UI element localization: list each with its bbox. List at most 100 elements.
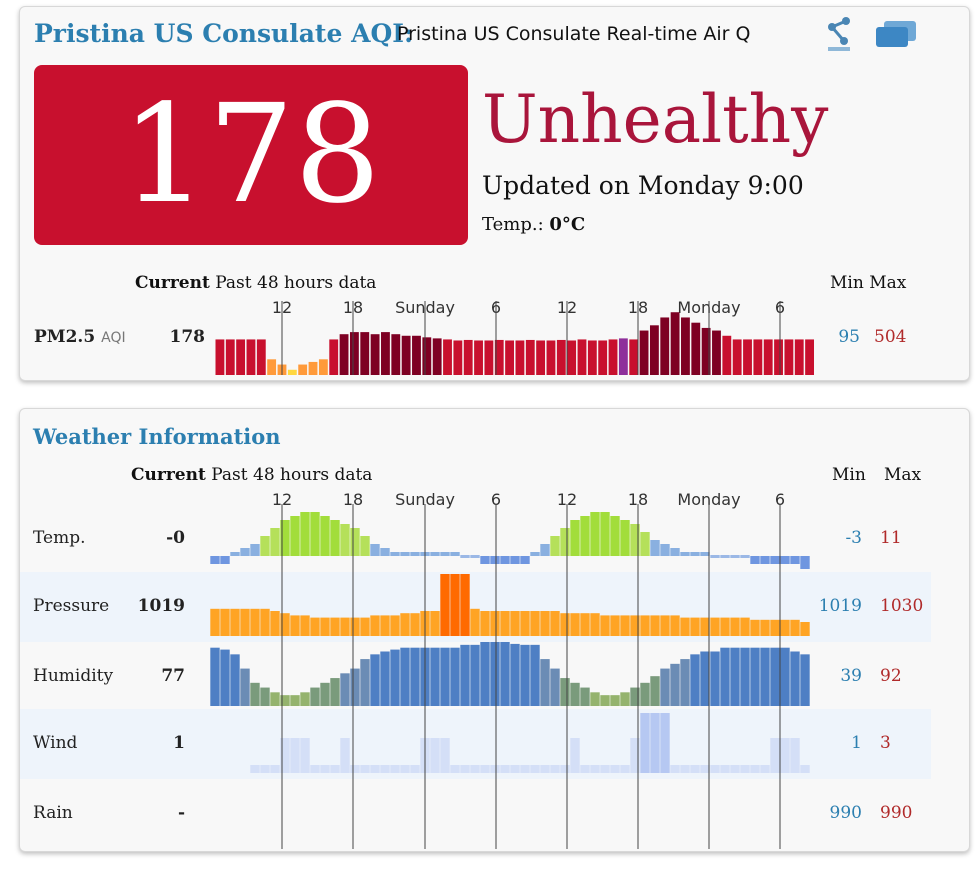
weather-axis-tick-label: 12 xyxy=(271,490,293,509)
pm25-bar xyxy=(546,340,556,375)
aqi-value: 178 xyxy=(121,76,381,234)
weather-bar xyxy=(250,608,260,636)
weather-bar xyxy=(620,765,630,773)
weather-bar xyxy=(650,540,660,556)
weather-bar xyxy=(210,556,220,564)
weather-bar xyxy=(270,692,280,706)
weather-bar xyxy=(640,682,650,706)
pm25-bar xyxy=(691,322,701,375)
weather-bar xyxy=(500,642,510,706)
weather-bar xyxy=(720,555,730,558)
updated-text: Updated on Monday 9:00 xyxy=(482,171,804,200)
weather-bar xyxy=(510,765,520,773)
weather-bar xyxy=(540,544,550,556)
weather-row-current: -0 xyxy=(166,528,185,548)
weather-row-current: 1 xyxy=(173,733,185,753)
weather-bar xyxy=(600,765,610,773)
weather-bar xyxy=(460,765,470,773)
weather-bar xyxy=(610,516,620,556)
weather-bar xyxy=(310,765,320,773)
weather-bar xyxy=(510,611,520,636)
aqi-card: Pristina US Consulate AQI: Pristina US C… xyxy=(19,6,970,381)
pm25-bar xyxy=(753,339,763,375)
weather-bar xyxy=(610,765,620,773)
weather-bar xyxy=(550,536,560,556)
weather-bar xyxy=(310,617,320,636)
widget-icon[interactable] xyxy=(874,19,918,49)
weather-bar xyxy=(290,516,300,556)
weather-bar xyxy=(330,520,340,556)
weather-bar xyxy=(580,765,590,773)
weather-bar xyxy=(210,608,220,636)
header-current: Current xyxy=(135,273,210,293)
weather-bar xyxy=(740,647,750,706)
weather-bar xyxy=(770,738,780,773)
weather-bar xyxy=(360,765,370,773)
weather-axis-tick-label: 6 xyxy=(490,490,502,509)
pm25-bar xyxy=(660,317,670,375)
pm25-bar xyxy=(536,340,546,375)
weather-bar xyxy=(780,647,790,706)
weather-bar xyxy=(290,695,300,706)
weather-bar xyxy=(330,765,340,773)
weather-bar xyxy=(280,738,290,773)
weather-bar xyxy=(380,615,390,636)
weather-bar xyxy=(710,555,720,558)
pm25-bar xyxy=(463,339,473,375)
weather-bar xyxy=(740,555,750,558)
temp-value: 0°C xyxy=(549,214,586,235)
weather-row-chart xyxy=(281,779,781,849)
pm25-bar xyxy=(805,339,814,375)
weather-axis-tick-label: 12 xyxy=(556,490,578,509)
weather-row-current: - xyxy=(177,803,185,823)
weather-bar xyxy=(470,765,480,773)
weather-bar xyxy=(460,574,470,636)
weather-bar xyxy=(600,695,610,706)
weather-bar xyxy=(610,695,620,706)
weather-bar xyxy=(590,765,600,773)
weather-row-max: 11 xyxy=(880,528,902,548)
pm25-bar xyxy=(474,340,483,375)
pm25-bar xyxy=(732,339,742,375)
aqi-subtitle: Pristina US Consulate Real-time Air Q xyxy=(397,23,751,45)
weather-row-min: 39 xyxy=(840,666,862,686)
weather-bar xyxy=(400,613,410,636)
weather-bar xyxy=(690,765,700,773)
weather-row-current: 1019 xyxy=(137,596,185,616)
weather-bar xyxy=(370,615,380,636)
weather-bar xyxy=(650,676,660,706)
weather-bar xyxy=(720,765,730,773)
pm25-bar xyxy=(318,359,328,375)
weather-bar xyxy=(280,520,290,556)
weather-bar xyxy=(330,678,340,706)
weather-bar xyxy=(560,613,570,636)
pm25-bar xyxy=(701,327,711,375)
weather-bar xyxy=(430,738,440,773)
weather-bar xyxy=(760,619,770,636)
weather-bar xyxy=(320,617,330,636)
pm25-bar xyxy=(712,330,721,375)
weather-bar xyxy=(560,765,570,773)
share-icon[interactable] xyxy=(824,17,854,53)
weather-bar xyxy=(750,765,760,773)
weather-bar xyxy=(740,765,750,773)
weather-bar xyxy=(790,556,800,564)
weather-bar xyxy=(500,765,510,773)
weather-bar xyxy=(740,617,750,636)
pm25-bar xyxy=(681,317,690,375)
weather-bar xyxy=(460,644,470,706)
pm25-bar xyxy=(577,339,587,375)
weather-bar xyxy=(490,556,500,564)
weather-bar xyxy=(680,765,690,773)
weather-bar xyxy=(460,555,470,558)
weather-row-chart xyxy=(210,572,810,642)
weather-bar xyxy=(780,738,790,773)
weather-bar xyxy=(260,765,270,773)
weather-bar xyxy=(790,619,800,636)
pm25-bar xyxy=(525,339,535,375)
weather-bar xyxy=(540,659,550,706)
weather-row-min: 1019 xyxy=(818,596,862,616)
weather-bar xyxy=(560,528,570,556)
weather-bar xyxy=(570,682,580,706)
weather-bar xyxy=(230,654,240,706)
